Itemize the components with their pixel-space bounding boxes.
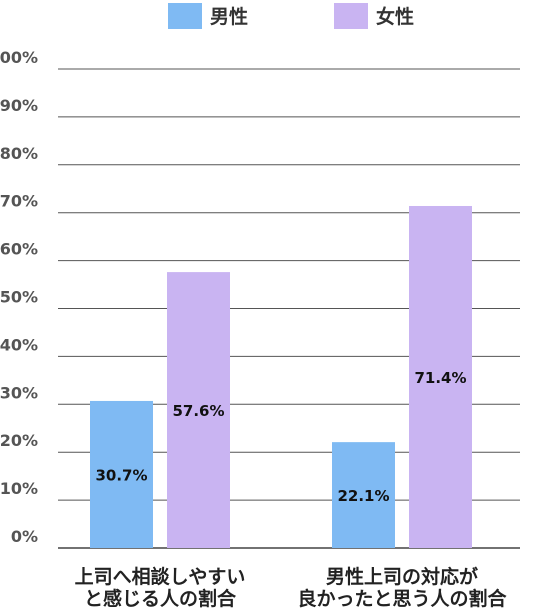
y-tick-label: 70% — [0, 192, 38, 211]
legend-swatch — [334, 3, 368, 29]
bar — [167, 272, 230, 548]
y-tick-label: 20% — [0, 431, 38, 450]
legend-label: 女性 — [376, 5, 414, 28]
category-label: 良かったと思う人の割合 — [297, 587, 507, 610]
y-tick-label: 0% — [11, 527, 38, 546]
y-tick-label: 80% — [0, 144, 38, 163]
legend-label: 男性 — [210, 5, 248, 28]
data-label: 71.4% — [414, 369, 466, 387]
y-tick-label: 50% — [0, 288, 38, 307]
y-tick-label: 30% — [0, 383, 38, 402]
y-tick-label: 10% — [0, 479, 38, 498]
legend: 男性 女性 — [168, 3, 414, 29]
y-tick-label: 60% — [0, 240, 38, 259]
y-tick-label: 100% — [0, 48, 38, 67]
data-label: 57.6% — [172, 402, 224, 420]
category-label: 上司へ相談しやすい — [75, 565, 246, 588]
bar — [332, 442, 395, 548]
bars — [90, 205, 472, 548]
bar — [90, 400, 153, 548]
bar — [409, 205, 472, 548]
legend-swatch — [168, 3, 202, 29]
data-label: 22.1% — [337, 487, 389, 505]
category-label: と感じる人の割合 — [84, 587, 237, 610]
category-label: 男性上司の対応が — [326, 565, 478, 588]
data-label: 30.7% — [95, 466, 147, 484]
data-labels: 30.7% 22.1% 57.6% 71.4% — [95, 369, 466, 505]
y-tick-label: 40% — [0, 335, 38, 354]
y-axis-ticks: 0% 10% 20% 30% 40% 50% 60% 70% 80% 90% 100% — [0, 48, 38, 546]
y-tick-label: 90% — [0, 96, 38, 115]
